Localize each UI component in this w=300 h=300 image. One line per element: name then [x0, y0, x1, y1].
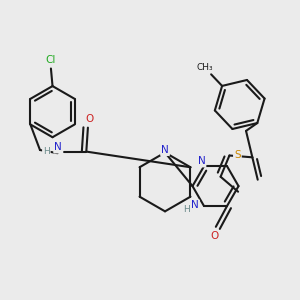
Text: H: H [43, 147, 50, 156]
Text: N: N [161, 145, 169, 155]
Text: N: N [191, 200, 199, 210]
Text: S: S [234, 150, 241, 160]
Text: H: H [183, 205, 190, 214]
Text: O: O [210, 231, 218, 241]
Text: N: N [54, 142, 62, 152]
Text: N: N [198, 156, 205, 167]
Text: O: O [85, 114, 94, 124]
Text: CH₃: CH₃ [197, 63, 213, 72]
Text: Cl: Cl [46, 55, 56, 64]
